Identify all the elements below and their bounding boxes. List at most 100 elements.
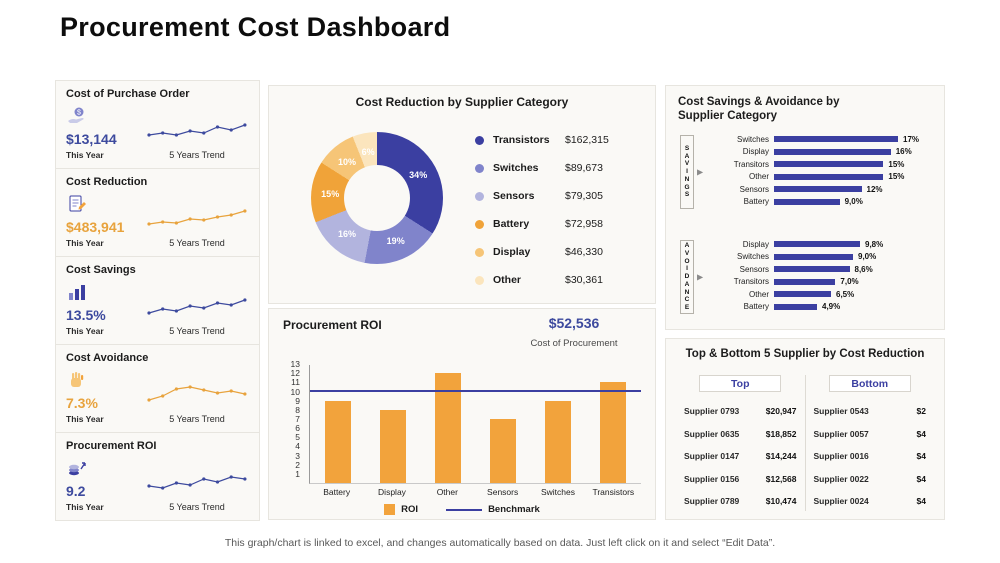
page-title: Procurement Cost Dashboard	[60, 12, 451, 42]
supplier-row: Supplier 0022 $4	[814, 468, 927, 491]
supplier-row: Supplier 0147 $14,244	[684, 445, 797, 468]
bottom-suppliers-column: Bottom Supplier 0543 $2 Supplier 0057 $4 Sup…	[804, 375, 935, 513]
trend-sparkline	[145, 382, 249, 413]
roi-y-tick: 3	[295, 450, 300, 461]
axis-letter: O	[684, 257, 690, 265]
supplier-name: Supplier 0156	[684, 473, 740, 484]
hbar-value: 15%	[888, 172, 905, 182]
procurement-roi-panel: Procurement ROI $52,536 Cost of Procurem…	[268, 308, 656, 520]
hbar-label: Other	[748, 289, 769, 299]
savings-group-rows: Switches 17% Display 16% Transitors 15% Other 1…	[716, 133, 936, 208]
hbar-row-sensors: Sensors 12%	[716, 183, 936, 196]
kpi-trend-block: 5 Years Trend	[145, 470, 249, 512]
donut-chart[interactable]: 34% 19% 16% 15% 10% 6%	[311, 132, 443, 264]
roi-x-tick: Battery	[323, 487, 351, 497]
hbar-label: Switches	[736, 134, 769, 144]
kpi-title: Cost Avoidance	[66, 352, 149, 364]
hbar-row-battery: Battery 9,0%	[716, 196, 936, 209]
roi-x-tick: Sensors	[487, 487, 519, 497]
supplier-value: $4	[916, 428, 926, 439]
kpi-body: 13.5% This Year 5 Years Trend	[66, 276, 249, 336]
axis-letter: A	[684, 280, 690, 288]
supplier-row: Supplier 0057 $4	[814, 423, 927, 446]
cost-of-procurement-highlight: $52,536 Cost of Procurement	[509, 315, 639, 349]
donut-segment-label-switches: 19%	[386, 236, 405, 247]
axis-letter: C	[684, 296, 690, 304]
kpi-title: Procurement ROI	[66, 440, 157, 452]
roi-bar-column-switches	[531, 400, 586, 483]
kpi-period-label: This Year	[66, 502, 104, 512]
hbar-label: Display	[742, 239, 769, 249]
legend-label: Battery	[493, 218, 530, 230]
hbar-value: 8,6%	[854, 264, 873, 274]
hbar-label: Battery	[743, 197, 769, 207]
legend-label: Sensors	[493, 190, 535, 202]
supplier-name: Supplier 0543	[813, 406, 869, 417]
hbar	[774, 291, 831, 298]
roi-y-tick: 13	[290, 359, 300, 369]
savings-bar-chart[interactable]: S A V I N G S ▶ Switches 17% Display 16% Transitors 1…	[678, 133, 936, 211]
kpi-value-block: $483,941 This Year	[66, 194, 124, 248]
legend-value: $79,305	[565, 190, 603, 202]
roi-chart-legend: ROI Benchmark	[269, 504, 655, 515]
procurement-roi-icon	[66, 458, 88, 480]
hbar	[774, 303, 817, 310]
hbar-row-display: Display 9,8%	[716, 238, 936, 251]
kpi-card-cost-of-purchase-order: Cost of Purchase Order $ $13,144 This Year 5…	[56, 81, 259, 169]
bottom-supplier-rows: Supplier 0543 $2 Supplier 0057 $4 Supplier 0…	[814, 400, 927, 513]
axis-letter: N	[684, 175, 690, 183]
hbar-value: 17%	[903, 134, 920, 144]
hbar-value: 7,0%	[840, 277, 859, 287]
kpi-value-block: 7.3% This Year	[66, 370, 104, 424]
hbar-value: 16%	[895, 147, 912, 157]
roi-swatch-icon	[384, 504, 396, 515]
donut-legend-row-transistors: Transistors $162,315	[475, 126, 647, 154]
supplier-row: Supplier 0635 $18,852	[684, 423, 797, 446]
hbar-row-transitors: Transitors 15%	[716, 158, 936, 171]
axis-letter: A	[684, 241, 690, 249]
legend-label: Switches	[493, 162, 539, 174]
svg-text:$: $	[77, 110, 81, 117]
roi-bar-switches	[545, 400, 572, 483]
supplier-value: $4	[916, 451, 926, 462]
axis-letter: S	[684, 191, 690, 199]
roi-y-tick: 9	[295, 395, 300, 406]
hbar-value: 4,9%	[822, 302, 841, 312]
roi-y-tick: 10	[290, 386, 300, 397]
kpi-card-cost-savings: Cost Savings 13.5% This Year 5 Years Trend	[56, 257, 259, 345]
donut-legend-row-display: Display $46,330	[475, 238, 647, 266]
hbar-row-other: Other 6,5%	[716, 288, 936, 301]
legend-label: Other	[493, 274, 522, 286]
savings-avoidance-title: Cost Savings & Avoidance by Supplier Cat…	[678, 96, 840, 123]
roi-x-tick: Other	[436, 487, 458, 497]
legend-dot-icon	[475, 247, 484, 257]
kpi-body: 9.2 This Year 5 Years Trend	[66, 452, 249, 512]
kpi-panel: Cost of Purchase Order $ $13,144 This Year 5…	[55, 80, 260, 521]
roi-bar-chart[interactable]	[309, 365, 641, 484]
roi-bar-column-transistors	[586, 382, 641, 483]
roi-bar-column-other	[420, 373, 475, 483]
supplier-row: Supplier 0024 $4	[814, 490, 927, 513]
roi-y-tick: 1	[295, 468, 300, 479]
cost-of-procurement-value: $52,536	[548, 315, 600, 331]
kpi-value: 9.2	[66, 483, 86, 499]
trend-sparkline	[145, 206, 249, 237]
donut-segment-label-transistors: 34%	[409, 170, 428, 181]
supplier-name: Supplier 0024	[813, 496, 869, 507]
roi-bar-column-display	[365, 409, 420, 483]
kpi-trend-block: 5 Years Trend	[145, 118, 249, 160]
donut-segment-label-sensors: 16%	[337, 229, 357, 240]
hbar-row-transitors: Transitors 7,0%	[716, 276, 936, 289]
avoidance-bar-chart[interactable]: A V O I D A N C E ▶ Display 9,8% Switches 9,0% Sensors…	[678, 238, 936, 316]
legend-value: $46,330	[565, 246, 603, 258]
roi-y-tick: 2	[295, 459, 300, 470]
roi-y-tick: 11	[291, 377, 300, 388]
hbar	[774, 266, 850, 273]
roi-bar-other	[434, 373, 461, 483]
kpi-trend-block: 5 Years Trend	[145, 294, 249, 336]
hbar-label: Battery	[743, 302, 769, 312]
supplier-value: $4	[916, 496, 926, 507]
supplier-table[interactable]: Top Supplier 0793 $20,947 Supplier 0635 $18…	[676, 375, 934, 511]
hbar-label: Switches	[736, 252, 769, 262]
hbar-row-switches: Switches 17%	[716, 133, 936, 146]
